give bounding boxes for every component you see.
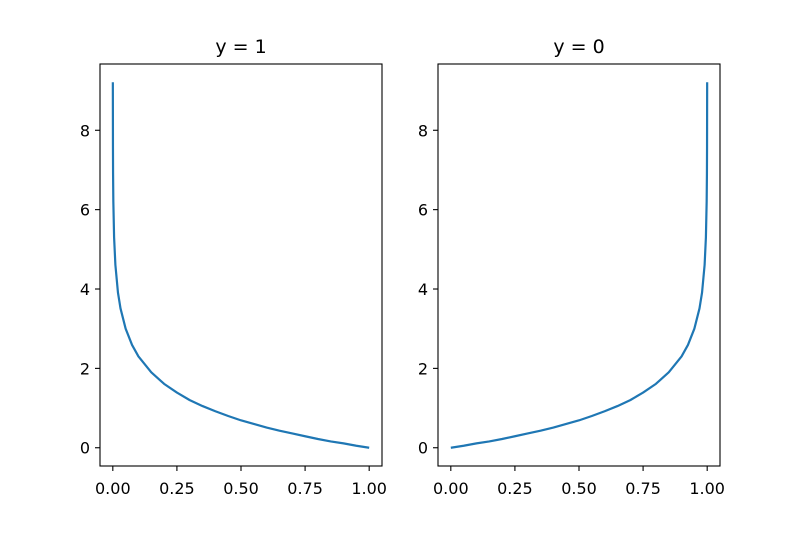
left-y-tick-label: 4 bbox=[80, 280, 90, 299]
right-y-tick-label: 6 bbox=[418, 201, 428, 220]
right-x-tick-label: 0.25 bbox=[497, 479, 533, 498]
right-series-line bbox=[450, 82, 709, 449]
left-x-tick-label: 1.00 bbox=[351, 479, 387, 498]
right-y-tick-label: 4 bbox=[418, 280, 428, 299]
right-x-tick-label: 1.00 bbox=[689, 479, 725, 498]
left-x-tick-label: 0.00 bbox=[95, 479, 131, 498]
right-y-tick-label: 8 bbox=[418, 121, 428, 140]
left-y-tick-label: 6 bbox=[80, 201, 90, 220]
left-y-tick-label: 8 bbox=[80, 121, 90, 140]
left-y-tick-label: 2 bbox=[80, 359, 90, 378]
left-panel: 0.00 0.25 0.50 0.75 1.00 0 2 4 6 8 y = 1 bbox=[80, 36, 387, 498]
left-x-tick-label: 0.75 bbox=[287, 479, 323, 498]
right-panel: 0.00 0.25 0.50 0.75 1.00 0 2 4 6 8 y = 0 bbox=[418, 36, 725, 498]
right-y-tick-label: 2 bbox=[418, 359, 428, 378]
left-series-line bbox=[111, 82, 370, 449]
right-y-tick-label: 0 bbox=[418, 439, 428, 458]
right-x-tick-label: 0.50 bbox=[561, 479, 597, 498]
right-x-tick-label: 0.00 bbox=[433, 479, 469, 498]
left-x-tick-label: 0.50 bbox=[223, 479, 259, 498]
right-x-tick-label: 0.75 bbox=[625, 479, 661, 498]
right-panel-title: y = 0 bbox=[553, 36, 604, 58]
left-x-tick-label: 0.25 bbox=[159, 479, 195, 498]
left-y-tick-label: 0 bbox=[80, 439, 90, 458]
left-panel-title: y = 1 bbox=[215, 36, 266, 58]
